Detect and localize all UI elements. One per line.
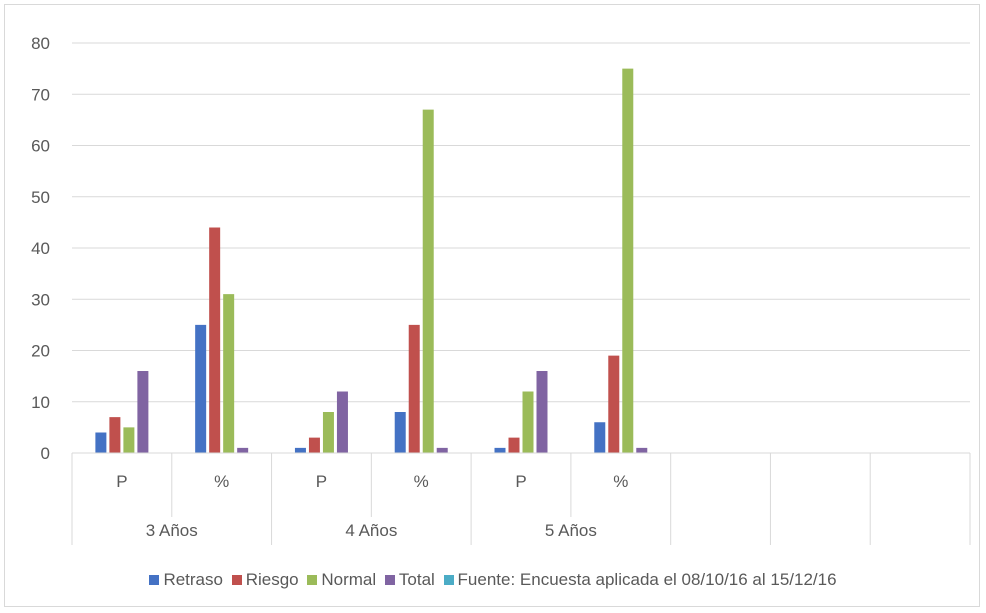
chart-frame	[4, 4, 980, 607]
bar-retraso	[195, 324, 207, 453]
bar-total	[137, 371, 149, 453]
legend-swatch-total	[384, 574, 395, 585]
bar-total	[237, 447, 249, 453]
bar-retraso	[95, 432, 107, 453]
legend-swatch-fuente	[443, 574, 454, 585]
legend-label-retraso: Retraso	[163, 570, 223, 589]
legend-swatch-riesgo	[231, 574, 242, 585]
bar-riesgo	[209, 227, 221, 453]
legend-item-total: Total	[384, 570, 435, 590]
bar-retraso	[594, 422, 606, 453]
category-label: P	[515, 472, 526, 491]
y-tick-label: 10	[31, 393, 50, 412]
bar-retraso	[394, 412, 406, 453]
bar-retraso	[294, 447, 306, 453]
bar-riesgo	[308, 437, 320, 453]
legend-item-fuente: Fuente: Encuesta aplicada el 08/10/16 al…	[443, 570, 837, 590]
bar-normal	[123, 427, 135, 453]
bar-chart: 0 10 20 30 40 50 60 70 80 3 Años 4 Años 5 Años P% P% P…	[31, 34, 971, 545]
y-tick-label: 80	[31, 34, 50, 53]
bar-riesgo	[408, 324, 420, 453]
category-label: P	[116, 472, 127, 491]
legend-swatch-normal	[307, 574, 318, 585]
category-label: %	[414, 472, 429, 491]
legend-item-normal: Normal	[307, 570, 376, 590]
category-label: %	[214, 472, 229, 491]
y-tick-label: 70	[31, 85, 50, 104]
bar-normal	[522, 391, 534, 453]
legend-label-total: Total	[398, 570, 435, 589]
group-label: 4 Años	[345, 521, 397, 540]
bar-retraso	[494, 447, 506, 453]
bar-riesgo	[608, 355, 620, 453]
legend-label-normal: Normal	[321, 570, 377, 589]
bar-normal	[422, 109, 434, 453]
legend-item-retraso: Retraso	[149, 570, 223, 590]
bar-total	[436, 447, 448, 453]
group-label: 5 Años	[545, 521, 597, 540]
y-tick-label: 50	[31, 188, 50, 207]
category-label: %	[613, 472, 628, 491]
y-tick-label: 30	[31, 290, 50, 309]
y-tick-label: 0	[41, 444, 50, 463]
bar-riesgo	[109, 417, 121, 453]
bar-total	[336, 391, 348, 453]
category-label: P	[316, 472, 327, 491]
bar-total	[636, 447, 648, 453]
legend-item-riesgo: Riesgo	[231, 570, 299, 590]
legend: Retraso Riesgo Normal Total Fuente: Encu…	[0, 570, 986, 590]
legend-label-fuente: Fuente: Encuesta aplicada el 08/10/16 al…	[457, 570, 837, 589]
bar-riesgo	[508, 437, 520, 453]
y-tick-label: 40	[31, 239, 50, 258]
group-label: 3 Años	[146, 521, 198, 540]
bar-normal	[322, 412, 334, 453]
bar-normal	[223, 294, 235, 453]
y-tick-label: 20	[31, 342, 50, 361]
legend-swatch-retraso	[149, 574, 160, 585]
bar-total	[536, 371, 548, 453]
bar-normal	[622, 68, 634, 453]
y-tick-label: 60	[31, 137, 50, 156]
legend-label-riesgo: Riesgo	[245, 570, 299, 589]
